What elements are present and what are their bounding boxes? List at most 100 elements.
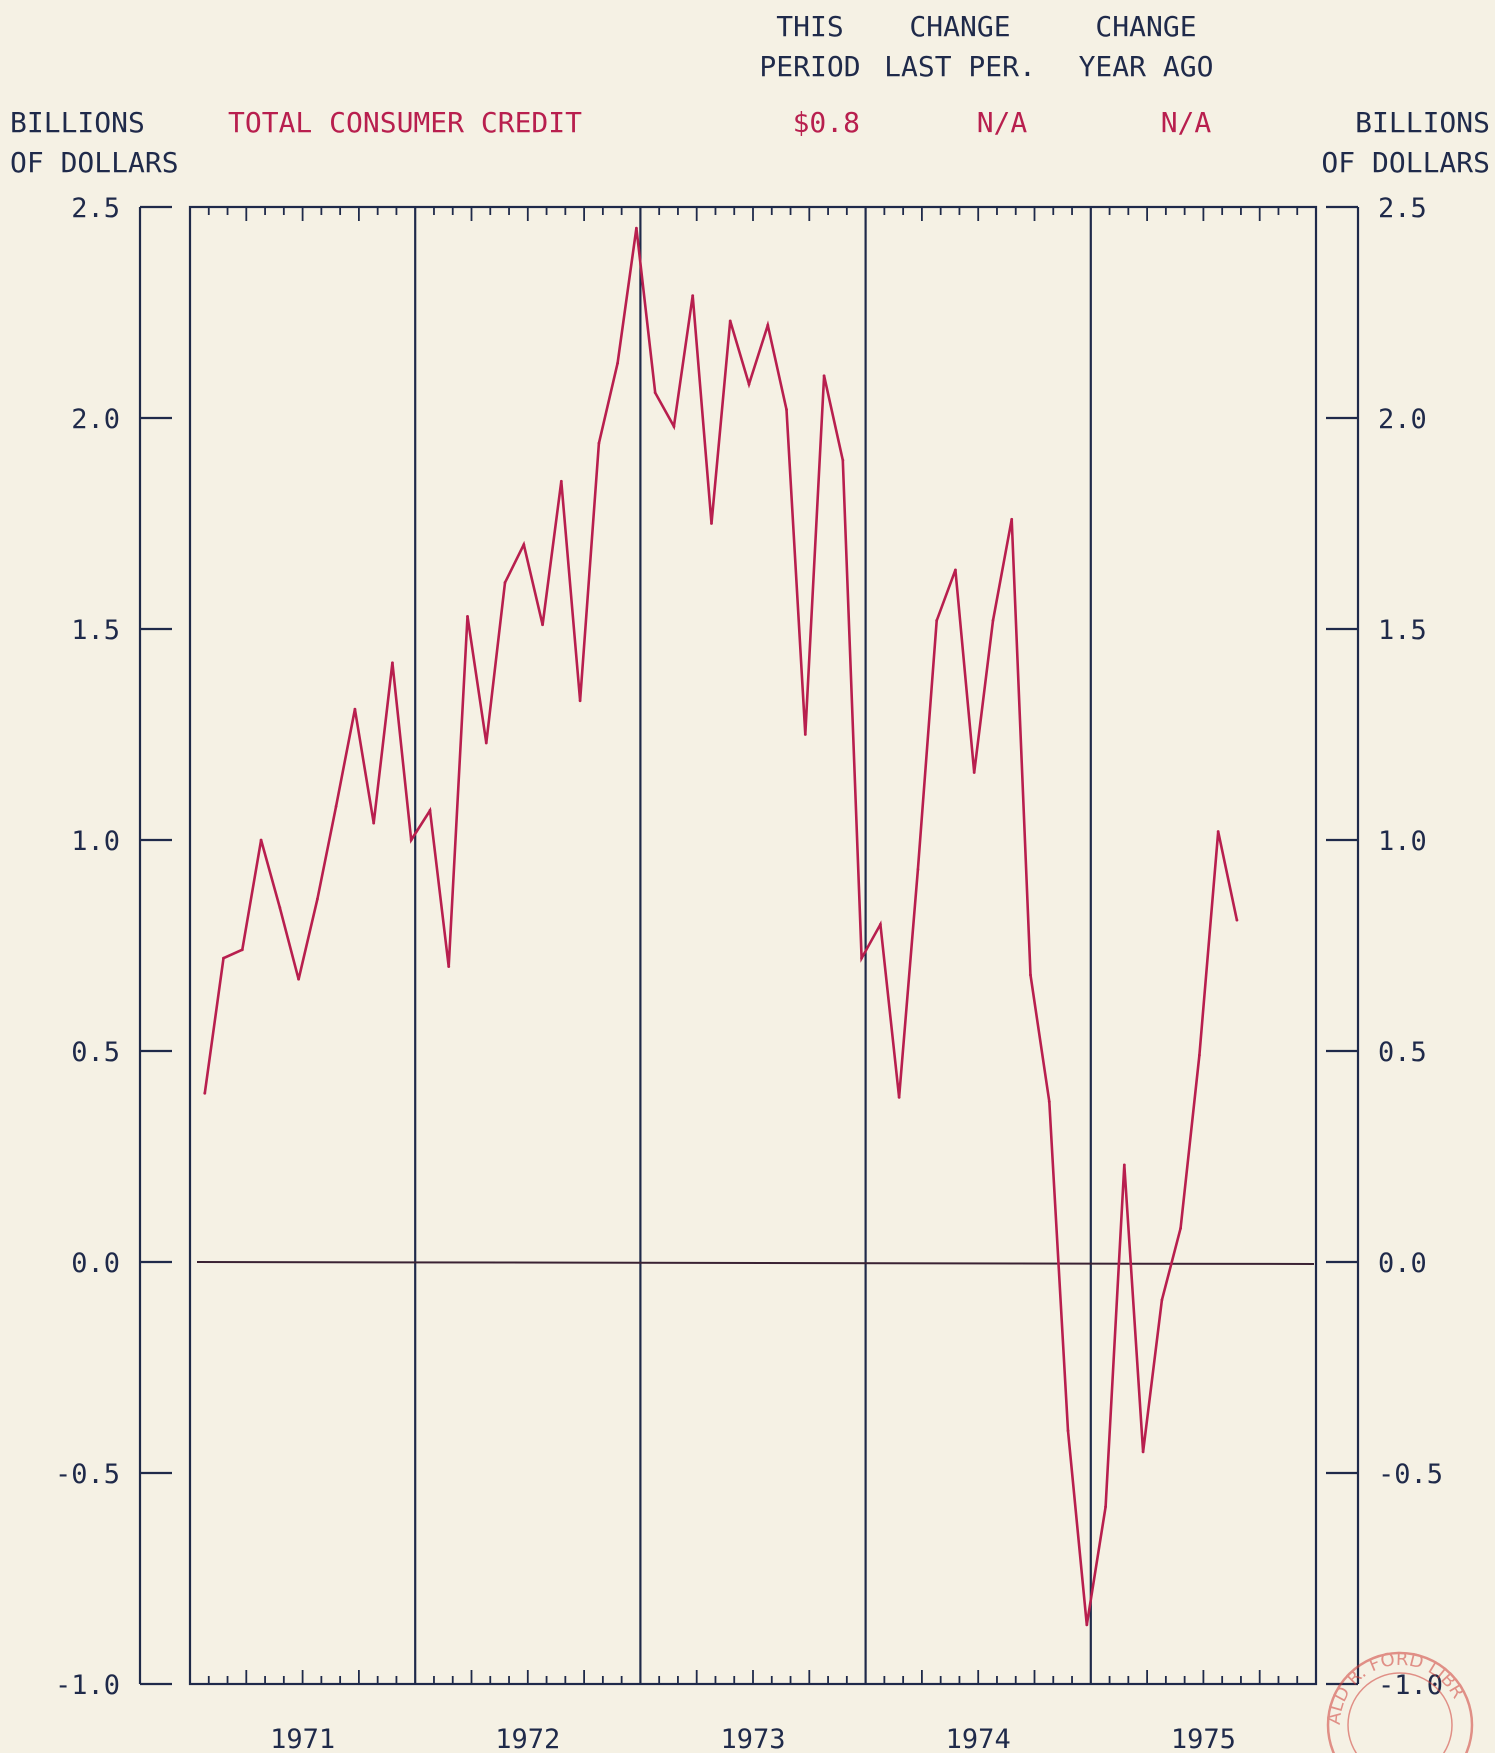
header-year-2: YEAR AGO [1079,50,1214,83]
data-point [1217,830,1220,833]
data-point [297,978,300,981]
data-point [391,661,394,664]
y-tick-label-left: 2.0 [71,404,120,435]
change-last-value: N/A [977,106,1028,139]
data-point [579,699,582,702]
data-point [429,809,432,812]
data-point [992,619,995,622]
header-last-1: CHANGE [909,10,1010,43]
data-point [485,742,488,745]
data-point [841,459,844,462]
right-unit-1: BILLIONS [1355,106,1490,139]
change-year-value: N/A [1161,106,1212,139]
data-point [1123,1164,1126,1167]
data-point [1236,919,1239,922]
data-point [973,771,976,774]
plot-frame [190,207,1316,1684]
data-point [1048,1100,1051,1103]
zero-line [197,1262,1314,1264]
data-point [654,391,657,394]
data-point [729,320,732,323]
data-point [1104,1505,1107,1508]
data-point [466,615,469,618]
y-tick-label-left: 0.5 [71,1037,120,1068]
y-tick-label-right: 0.5 [1378,1037,1427,1068]
data-point [447,965,450,968]
data-point [748,383,751,386]
data-point [504,581,507,584]
x-axis-labels: 1971 1972 1973 1974 1975 [270,1724,1236,1753]
data-point [917,868,920,871]
data-point [879,923,882,926]
data-point [1010,518,1013,521]
y-tick-label-right: 1.0 [1378,826,1427,857]
x-tick-label: 1971 [270,1724,335,1753]
y-tick-label-right: -0.5 [1378,1459,1443,1490]
data-point [785,408,788,411]
data-point [541,623,544,626]
axes [190,207,1316,1684]
data-point [860,957,863,960]
y-tick-label-right: 2.5 [1378,193,1427,224]
data-point [710,522,713,525]
series-title: TOTAL CONSUMER CREDIT [228,106,582,139]
header-columns: THIS PERIOD CHANGE LAST PER. CHANGE YEAR… [759,10,1213,83]
data-point [354,708,357,711]
data-point [691,294,694,297]
data-point [635,227,638,230]
y-axis-left: 2.5 2.0 1.5 1.0 0.5 0.0 -0.5 -1.0 [55,193,172,1701]
header-this-1: THIS [776,10,843,43]
y-tick-label-right: 1.5 [1378,615,1427,646]
x-tick-label: 1973 [720,1724,785,1753]
data-point [766,324,769,327]
y-tick-label-left: 2.5 [71,193,120,224]
data-point [673,425,676,428]
y-tick-label-left: -0.5 [55,1459,120,1490]
header-year-1: CHANGE [1095,10,1196,43]
left-unit-1: BILLIONS [10,106,145,139]
data-point [804,733,807,736]
data-point [372,822,375,825]
data-point [222,957,225,960]
data-point [560,480,563,483]
y-tick-label-left: 1.0 [71,826,120,857]
y-tick-label-left: 1.5 [71,615,120,646]
data-point [1067,1429,1070,1432]
data-point [1085,1624,1088,1627]
right-unit-2: OF DOLLARS [1321,146,1490,179]
y-tick-label-left: 0.0 [71,1248,120,1279]
this-period-value: $0.8 [793,106,860,139]
y-tick-label-left: -1.0 [55,1670,120,1701]
y-axis-right: 2.5 2.0 1.5 1.0 0.5 0.0 -0.5 -1.0 [1326,193,1443,1701]
data-point [954,569,957,572]
x-tick-label: 1972 [495,1724,560,1753]
data-point [410,839,413,842]
data-point [1160,1299,1163,1302]
data-point [278,906,281,909]
data-point [1179,1227,1182,1230]
left-unit-2: OF DOLLARS [10,146,179,179]
header-this-2: PERIOD [759,50,860,83]
data-point [935,619,938,622]
data-point [316,898,319,901]
data-point [597,442,600,445]
data-point [898,1096,901,1099]
data-point [1029,974,1032,977]
data-point [823,374,826,377]
data-point [522,543,525,546]
y-tick-label-right: 2.0 [1378,404,1427,435]
data-point [1142,1451,1145,1454]
y-tick-label-right: 0.0 [1378,1248,1427,1279]
data-point [1198,1054,1201,1057]
header-last-2: LAST PER. [884,50,1036,83]
data-point [203,1092,206,1095]
data-point [241,948,244,951]
data-point [616,362,619,365]
x-tick-label: 1974 [946,1724,1011,1753]
data-point [260,839,263,842]
x-tick-label: 1975 [1171,1724,1236,1753]
data-point [335,805,338,808]
series-line [205,228,1237,1625]
series-group [203,227,1238,1627]
